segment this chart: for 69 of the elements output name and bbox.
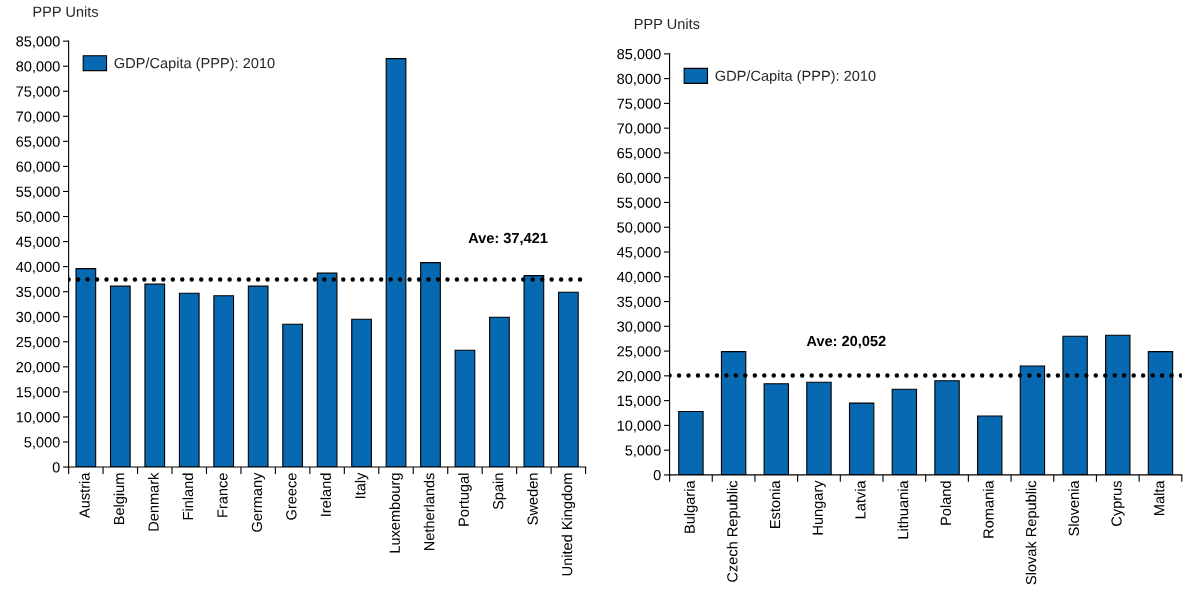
x-tick-label: Italy [354, 472, 369, 499]
x-tick-label: Finland [182, 473, 194, 520]
x-tick-label: Sweden [527, 473, 538, 525]
legend-label: GDP/Capita (PPP): 2010 [715, 70, 876, 84]
y-tick-label: 50,000 [617, 222, 661, 235]
x-tick-label: Malta [1153, 480, 1165, 515]
y-tick-label: 25,000 [617, 346, 661, 359]
y-tick-label: 0 [653, 470, 661, 481]
y-tick-label: 70,000 [16, 111, 60, 124]
legend-label: GDP/Capita (PPP): 2010 [114, 57, 275, 72]
y-tick-label: 0 [52, 462, 60, 473]
y-tick-label: 65,000 [16, 136, 60, 149]
x-tick-label: Hungary [812, 480, 826, 535]
x-tick-label: Spain [492, 473, 507, 510]
ref-line-label: Ave: 37,421 [468, 232, 548, 246]
y-tick-label: 55,000 [16, 186, 60, 199]
x-tick-label: Netherlands [423, 473, 435, 551]
y-tick-label: 85,000 [617, 48, 661, 61]
y-tick-label: 70,000 [617, 123, 661, 136]
x-tick-label: Estonia [769, 480, 781, 528]
y-tick-label: 30,000 [16, 311, 60, 324]
x-tick-label: Austria [79, 472, 90, 518]
x-tick-label: Czech Republic [726, 480, 741, 582]
x-tick-label: Denmark [147, 472, 159, 531]
x-tick-label: Poland [940, 481, 951, 525]
y-axis-title: PPP Units [634, 18, 700, 30]
x-tick-label: Lithuania [897, 480, 909, 539]
y-axis-title: PPP Units [33, 6, 99, 17]
x-tick-label: United Kingdom [561, 473, 576, 576]
x-tick-label: Cyprus [1111, 481, 1125, 526]
x-tick-label: France [217, 473, 228, 517]
y-tick-label: 35,000 [16, 286, 60, 299]
y-tick-label: 45,000 [616, 247, 661, 260]
y-tick-label: 40,000 [616, 271, 661, 284]
x-tick-label: Romania [982, 480, 994, 538]
y-tick-label: 20,000 [16, 361, 60, 374]
y-tick-label: 75,000 [16, 86, 60, 99]
x-tick-label: Slovak Republic [1025, 480, 1040, 585]
y-tick-label: 80,000 [617, 73, 661, 86]
y-tick-label: 60,000 [617, 172, 661, 185]
y-tick-label: 60,000 [16, 161, 60, 174]
y-tick-label: 5,000 [625, 445, 661, 458]
y-tick-label: 15,000 [16, 387, 60, 400]
x-tick-label: Luxembourg [389, 473, 403, 553]
x-tick-label: Belgium [113, 473, 128, 525]
x-tick-label: Greece [286, 473, 297, 520]
x-tick-label: Germany [251, 472, 265, 532]
x-tick-label: Bulgaria [684, 480, 698, 533]
y-tick-label: 65,000 [617, 148, 661, 161]
y-tick-label: 40,000 [16, 261, 60, 274]
y-tick-label: 30,000 [617, 321, 661, 334]
x-tick-label: Latvia [854, 480, 866, 519]
y-tick-label: 10,000 [617, 420, 661, 433]
y-tick-label: 80,000 [16, 61, 60, 74]
ref-line-label: Ave: 20,052 [806, 335, 886, 349]
x-tick-label: Portugal [458, 473, 472, 526]
y-tick-label: 50,000 [16, 211, 60, 224]
y-tick-label: 5,000 [24, 437, 60, 450]
y-tick-label: 55,000 [617, 197, 661, 210]
y-tick-label: 45,000 [16, 236, 60, 249]
x-tick-label: Ireland [320, 473, 332, 516]
x-tick-label: Slovenia [1068, 480, 1080, 536]
y-tick-label: 85,000 [16, 36, 60, 49]
y-tick-label: 75,000 [617, 98, 661, 111]
y-tick-label: 35,000 [617, 296, 661, 309]
y-tick-label: 20,000 [617, 370, 661, 383]
y-tick-label: 10,000 [16, 412, 60, 425]
y-tick-label: 25,000 [16, 336, 60, 349]
y-tick-label: 15,000 [617, 395, 661, 408]
